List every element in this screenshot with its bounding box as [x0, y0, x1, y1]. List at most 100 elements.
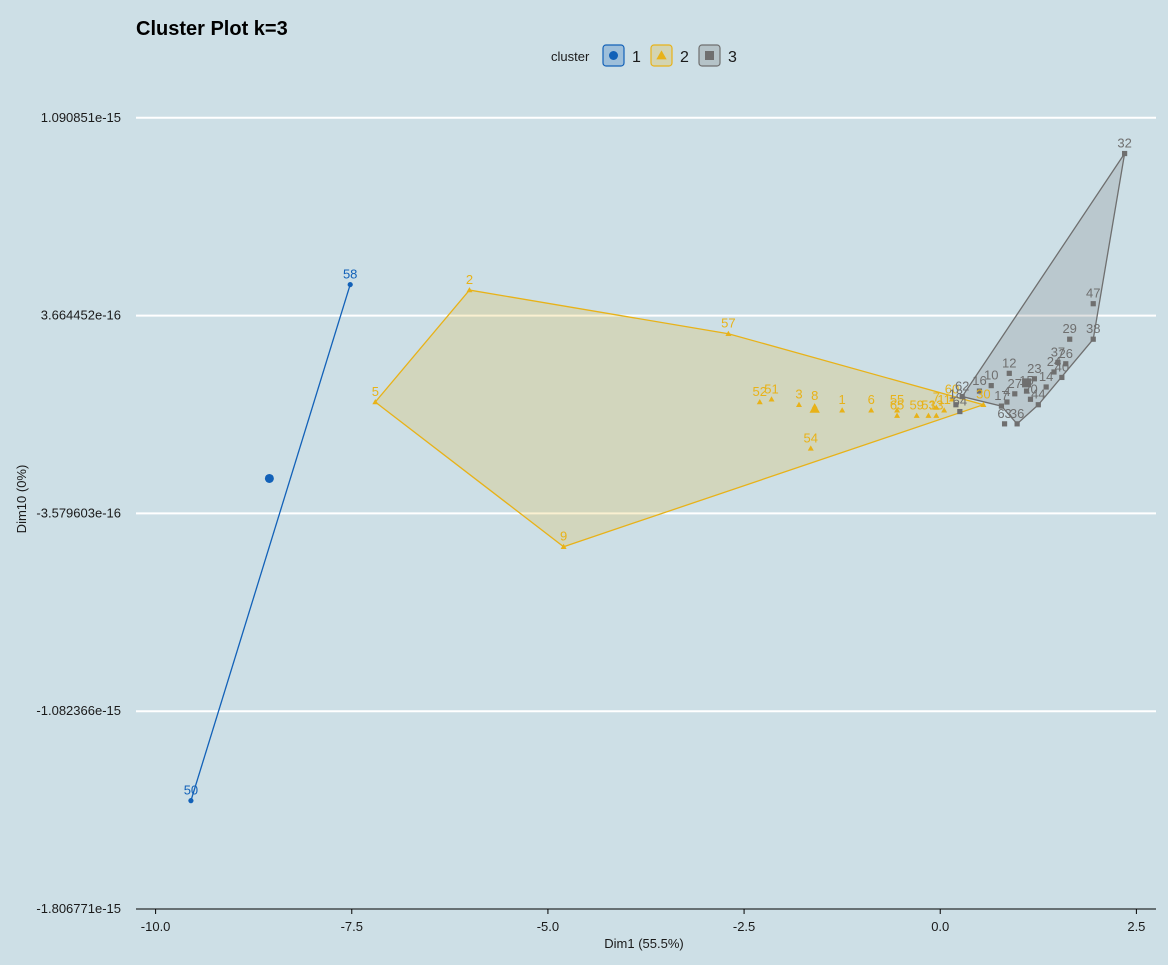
legend-title: cluster	[551, 49, 590, 64]
point-label: 53	[921, 398, 935, 413]
cluster-2-point	[894, 407, 901, 413]
point-label: 57	[721, 316, 735, 331]
cluster-1-center	[264, 473, 274, 483]
grid-layer	[136, 116, 1156, 713]
legend-label-2: 2	[680, 49, 689, 66]
cluster-3-point	[1014, 421, 1020, 427]
point-label: 5	[372, 384, 379, 399]
point-label: 52	[753, 384, 767, 399]
cluster-2-point	[466, 287, 473, 293]
legend-symbol-3	[705, 51, 714, 60]
cluster-3-point	[1059, 374, 1065, 381]
x-tick-label: -5.0	[537, 919, 559, 934]
point-label: 3	[795, 387, 802, 402]
y-tick-label: -1.082366e-15	[36, 703, 121, 718]
point-label: 64	[953, 394, 967, 409]
point-label: 11	[937, 392, 951, 407]
point-label: 10	[984, 368, 998, 383]
cluster-2-hull	[374, 289, 986, 548]
cluster-3-point	[1001, 421, 1008, 427]
axis-layer: 1.090851e-15 3.664452e-16 -3.579603e-16 -1.…	[36, 110, 1156, 934]
cluster-3-point	[959, 393, 965, 400]
cluster-3-point	[957, 408, 963, 415]
cluster-3-point	[1055, 359, 1061, 366]
point-label: 16	[972, 373, 986, 388]
cluster-3-point	[1035, 402, 1041, 408]
y-tick-label: -1.806771e-15	[36, 901, 121, 916]
cluster-2-point	[807, 445, 814, 451]
point-label: 62	[955, 379, 969, 394]
point-label: 12	[1002, 355, 1016, 370]
cluster-2-point	[913, 412, 920, 418]
point-label: 2	[466, 272, 473, 287]
point-label: 14	[1039, 369, 1053, 384]
cluster-3-point	[976, 388, 983, 394]
x-tick-label: 0.0	[931, 919, 949, 934]
x-axis-label: Dim1 (55.5%)	[604, 936, 683, 951]
point-label: 65	[890, 398, 904, 413]
x-tick-label: -7.5	[341, 919, 363, 934]
cluster-3-point	[1004, 399, 1010, 405]
cluster-2-point	[796, 401, 802, 407]
point-label: 32	[1117, 136, 1131, 151]
point-label: 60	[945, 381, 959, 396]
point-label: 51	[764, 381, 778, 396]
cluster-3-point	[1051, 369, 1057, 375]
cluster-1-point	[347, 281, 353, 288]
point-label: 6	[868, 392, 875, 407]
point-label: 58	[343, 267, 357, 282]
point-label: 55	[890, 392, 904, 407]
point-label: 15	[1019, 373, 1033, 388]
point-label: 7	[933, 389, 940, 404]
point-label: 44	[1031, 387, 1045, 402]
point-label: 23	[1027, 361, 1041, 376]
point-label: 27	[1008, 376, 1022, 391]
cluster-3-point	[988, 383, 994, 389]
legend-label-3: 3	[728, 49, 737, 66]
point-label: 20	[1023, 381, 1037, 396]
point-label: 37	[1051, 344, 1065, 359]
cluster-2-point	[894, 412, 901, 418]
cluster-2-point	[949, 396, 955, 402]
point-label: 59	[909, 398, 923, 413]
point-label: 30	[976, 387, 990, 402]
point-label: 50	[184, 783, 198, 798]
x-tick-label: -2.5	[733, 919, 755, 934]
cluster-2-point	[868, 407, 875, 413]
point-label: 13	[929, 398, 943, 413]
cluster-2-point	[941, 407, 948, 413]
cluster-1-point	[188, 798, 194, 804]
cluster-2-point	[372, 399, 379, 405]
cluster-3-point	[1090, 336, 1096, 342]
cluster-2-point	[980, 401, 987, 407]
cluster-2-point	[756, 399, 763, 405]
cluster-3-point	[1067, 336, 1073, 342]
cluster-2-point	[925, 412, 932, 418]
cluster-2-point	[725, 330, 732, 336]
point-label: 26	[1059, 346, 1073, 361]
cluster-3-point	[1063, 361, 1069, 367]
point-label: 29	[1062, 321, 1076, 336]
legend-label-1: 1	[632, 49, 641, 66]
legend-symbol-2	[656, 50, 667, 60]
point-label: 54	[804, 430, 818, 445]
x-tick-label: 2.5	[1127, 919, 1145, 934]
cluster-3-point	[1027, 396, 1034, 402]
point-label: 1	[839, 392, 846, 407]
point-label: 47	[1086, 286, 1100, 301]
point-label: 63	[997, 406, 1011, 421]
cluster-3-point	[1031, 376, 1037, 382]
cluster-3-point	[953, 402, 959, 408]
point-label: 36	[1010, 406, 1024, 421]
point-label: 18	[949, 387, 963, 402]
x-tick-label: -10.0	[141, 919, 171, 934]
y-tick-label: 1.090851e-15	[41, 110, 121, 125]
y-tick-label: -3.579603e-16	[36, 505, 121, 520]
point-label: 4	[1003, 384, 1010, 399]
y-tick-label: 3.664452e-16	[41, 308, 121, 323]
cluster-2-point	[933, 412, 940, 418]
cluster-2-point	[768, 396, 775, 402]
